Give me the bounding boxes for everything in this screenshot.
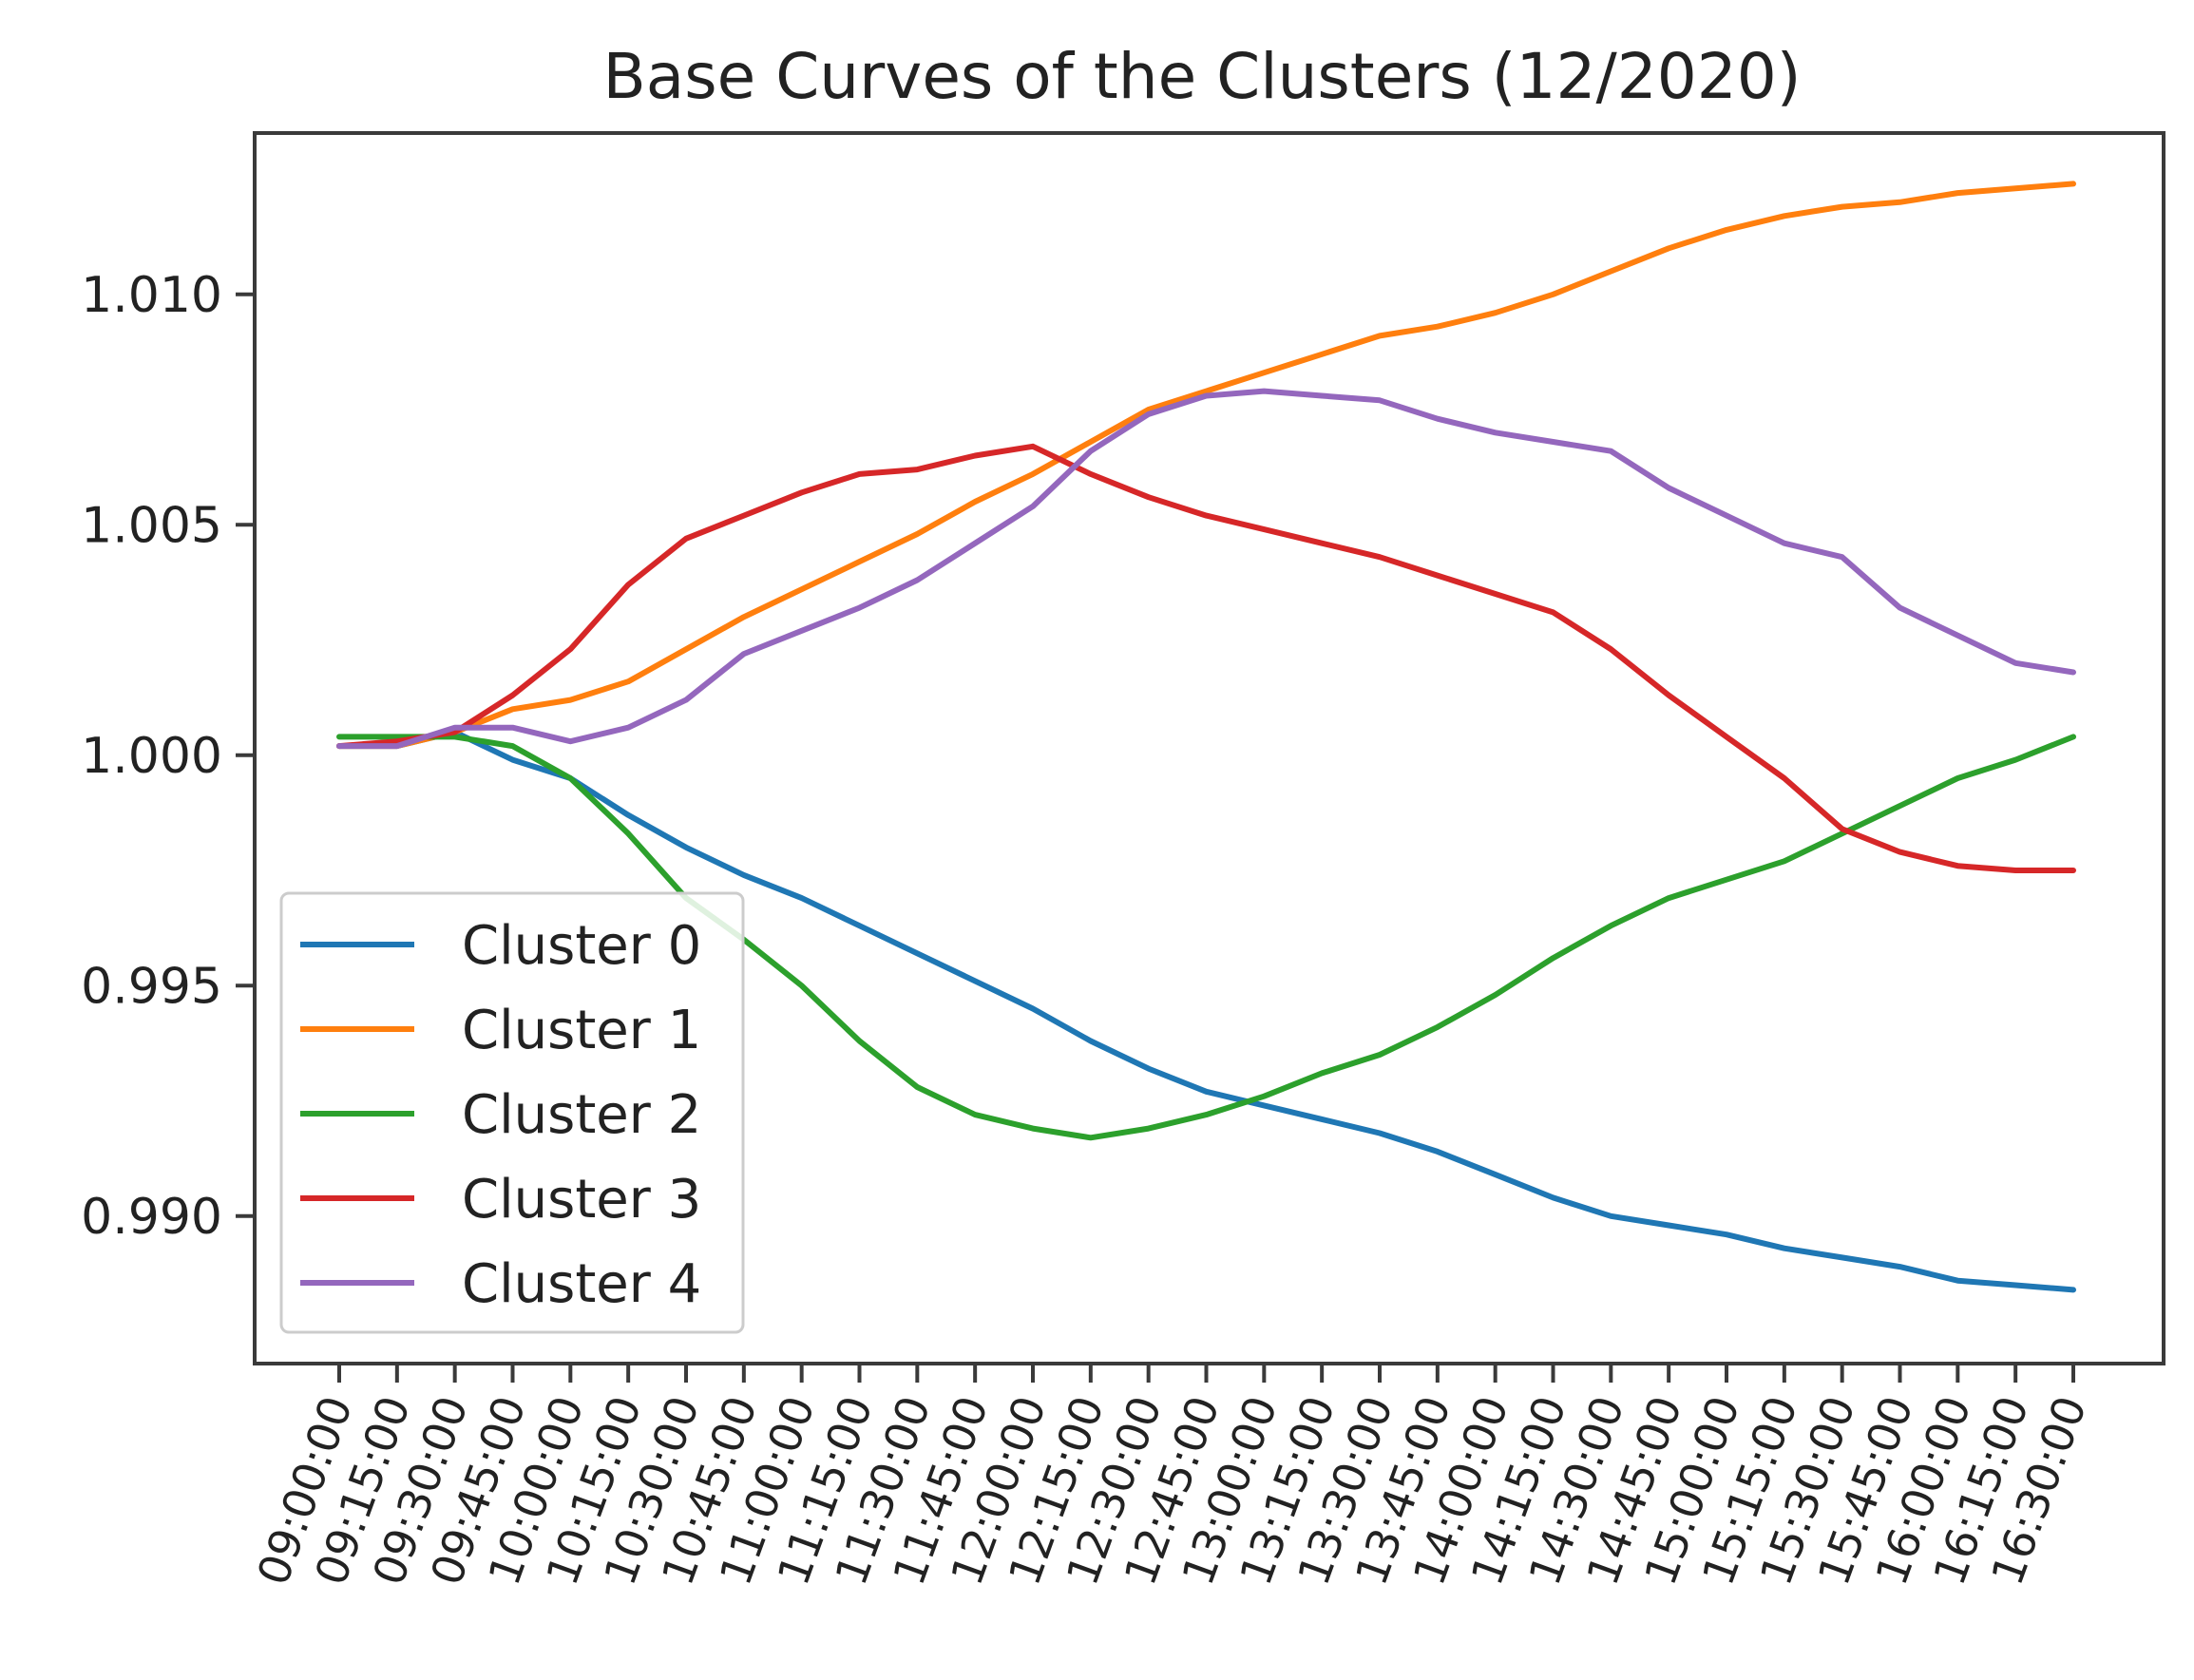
series-line-1 (336, 181, 2076, 750)
y-tick-label: 1.010 (81, 267, 222, 324)
y-tick-label: 1.005 (81, 497, 222, 554)
legend-label: Cluster 0 (462, 915, 701, 977)
series-line-3 (336, 443, 2076, 873)
legend-label: Cluster 4 (462, 1253, 701, 1315)
legend: Cluster 0 Cluster 1 Cluster 2 Cluster 3 Clus… (279, 891, 745, 1334)
series-line-2 (336, 734, 2076, 1141)
y-axis: 0.990 0.995 1.000 1.005 1.010 (81, 267, 255, 1246)
x-axis: 09:00:0009:15:0009:30:0009:45:0010:00:00… (247, 1364, 2096, 1592)
y-tick-label: 0.995 (81, 958, 222, 1015)
series-line-4 (336, 388, 2076, 750)
series-layer (336, 181, 2076, 1293)
y-tick-label: 0.990 (81, 1189, 222, 1246)
legend-label: Cluster 2 (462, 1084, 701, 1146)
legend-label: Cluster 1 (462, 1000, 701, 1061)
plot-frame (253, 131, 2165, 1365)
series-line-0 (336, 729, 2076, 1293)
y-tick-label: 1.000 (81, 728, 222, 785)
legend-box (279, 891, 745, 1334)
chart-title: Base Curves of the Clusters (12/2020) (603, 40, 1802, 113)
legend-label: Cluster 3 (462, 1169, 701, 1231)
